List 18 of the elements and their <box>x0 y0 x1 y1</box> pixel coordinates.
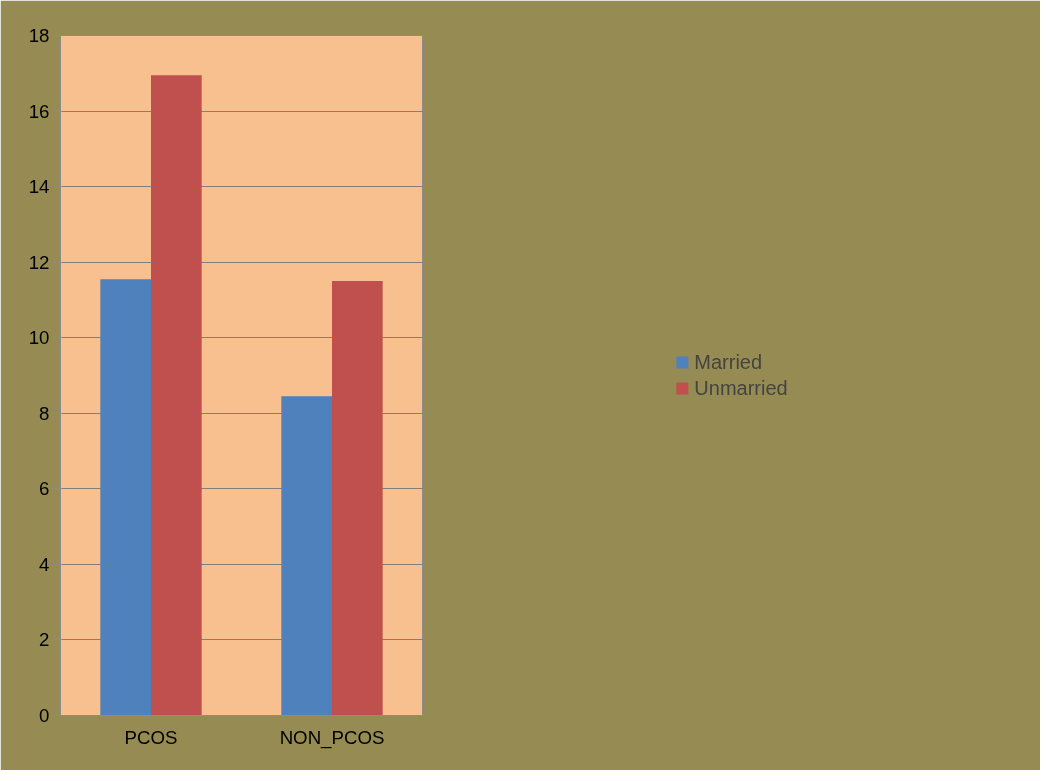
x-tick-label: NON_PCOS <box>279 726 385 749</box>
y-tick-label: 18 <box>28 25 50 46</box>
bar <box>151 75 202 716</box>
y-tick-label: 8 <box>39 402 50 424</box>
y-tick-label: 4 <box>39 553 50 575</box>
legend-label: Unmarried <box>694 376 788 400</box>
y-tick-label: 10 <box>28 327 50 349</box>
y-tick-label: 16 <box>28 100 50 122</box>
y-tick-label: 14 <box>28 176 50 198</box>
bar <box>281 396 332 716</box>
y-tick-label: 2 <box>39 629 50 651</box>
y-tick-label: 6 <box>39 478 50 500</box>
x-tick-label: PCOS <box>124 726 178 748</box>
bar <box>100 279 151 716</box>
legend-label: Married <box>694 350 763 374</box>
y-tick-label: 12 <box>28 251 50 273</box>
bar <box>332 281 383 716</box>
y-tick-label: 0 <box>39 705 50 726</box>
